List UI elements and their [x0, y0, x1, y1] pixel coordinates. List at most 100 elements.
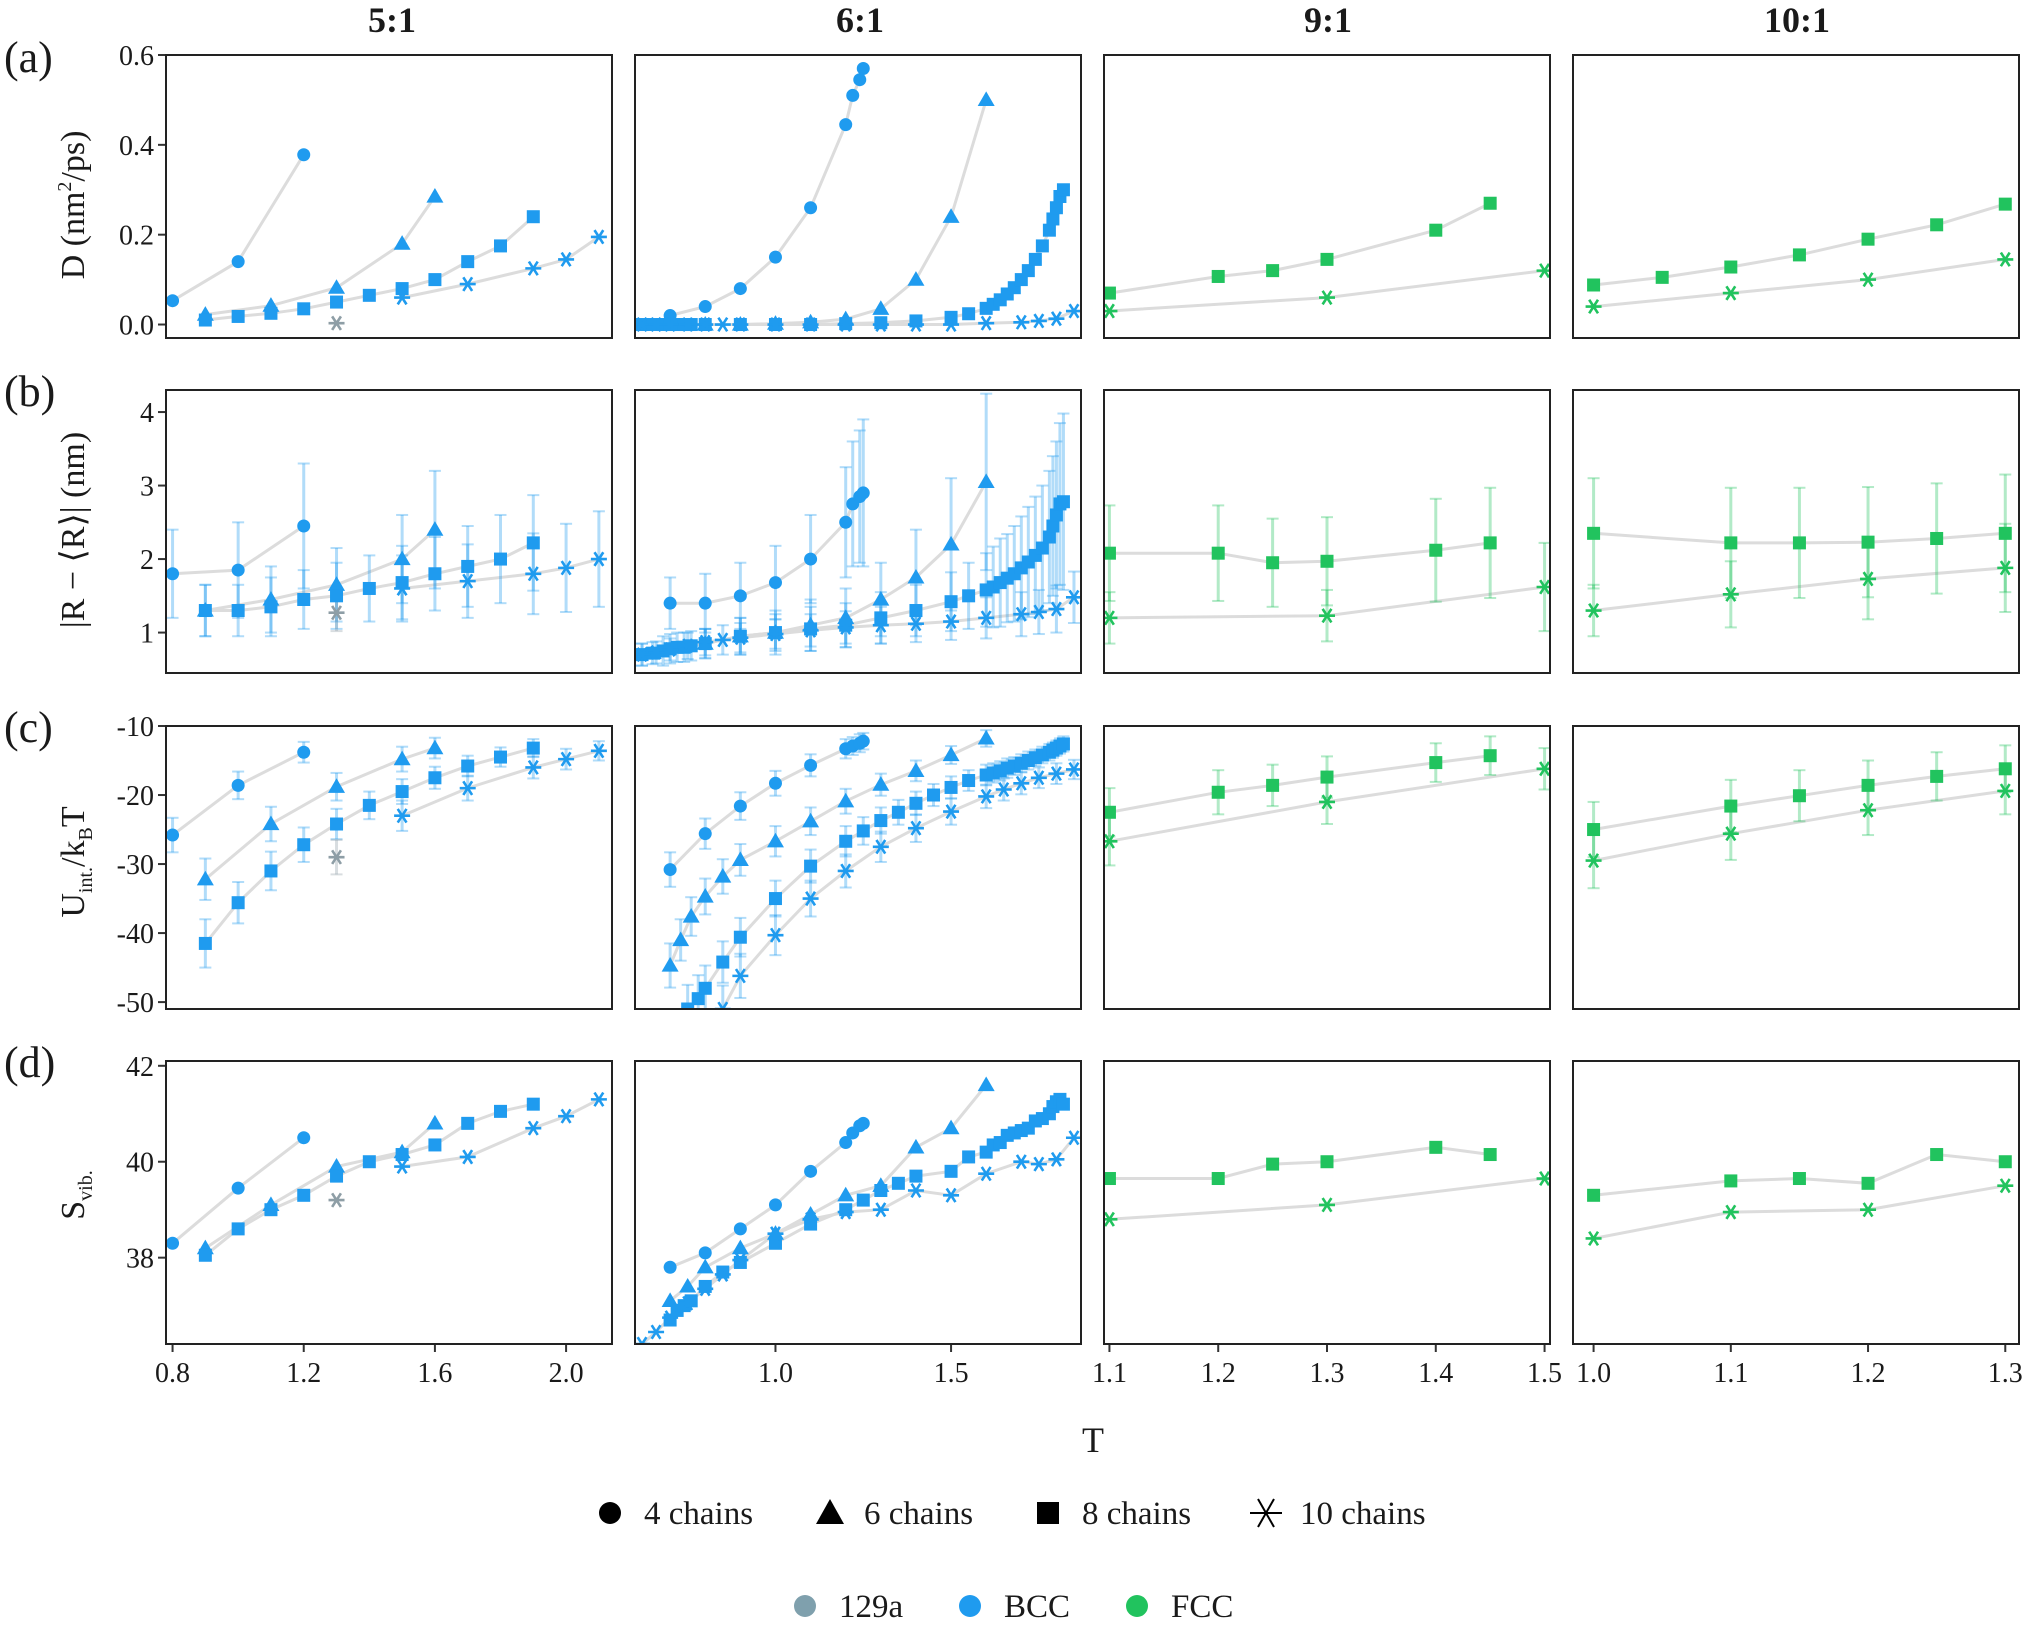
data-point-8-chains — [1724, 260, 1738, 274]
column-title-5-1: 5:1 — [368, 0, 416, 40]
data-point-8-chains — [1724, 1174, 1738, 1188]
data-point-10-chains — [943, 804, 960, 820]
data-point-8-chains — [1042, 530, 1056, 544]
data-point-8-chains — [1930, 218, 1944, 232]
data-point-8-chains — [768, 892, 782, 906]
panel-frame — [165, 1060, 613, 1345]
panel-d-col-4 — [1572, 1060, 2020, 1345]
panel-a-col-3 — [1103, 54, 1551, 339]
data-point-10-chains — [872, 617, 889, 633]
data-point-8-chains — [681, 1002, 695, 1009]
data-point-10-chains — [1319, 794, 1335, 810]
data-point-10-chains — [802, 317, 819, 333]
y-tick-label: -20 — [117, 781, 154, 812]
data-point-10-chains — [767, 626, 784, 642]
data-point-8-chains — [1861, 232, 1875, 246]
data-point-10-chains — [1030, 770, 1047, 786]
data-point-8-chains — [962, 774, 976, 788]
data-point-8-chains — [1104, 286, 1116, 300]
data-point-10-chains — [697, 317, 714, 333]
panel-c-col-3 — [1103, 725, 1551, 1010]
x-axis-col-3: 1.1 1.2 1.3 1.4 1.5 — [1092, 1344, 1562, 1389]
y-axis-title-c: Uint./kBT — [55, 806, 97, 917]
panel-plot-area — [166, 462, 607, 638]
data-point-8-chains — [362, 581, 376, 595]
data-point-10-chains — [872, 1202, 889, 1218]
data-point-6-chains — [872, 300, 890, 315]
y-axis-title-b: |R − ⟨R⟩| (nm) — [55, 432, 92, 628]
panel-b-col-2 — [634, 389, 1082, 674]
data-point-8-chains — [1483, 536, 1497, 550]
data-point-8-chains — [428, 1138, 442, 1152]
data-point-8-chains — [526, 741, 540, 755]
data-point-8-chains — [1930, 531, 1944, 545]
series-line-4-chains — [670, 491, 865, 605]
data-point-10-chains — [714, 632, 731, 648]
y-axis-b: 1 2 3 4 — [140, 398, 166, 650]
data-point-8-chains — [461, 1116, 475, 1130]
row-tag-c: (c) — [4, 703, 53, 752]
data-point-6-chains — [907, 271, 925, 286]
y-axis-title-a: D (nm2/ps) — [54, 131, 92, 280]
data-point-10-chains — [679, 317, 696, 333]
y-tick-label: -10 — [117, 712, 154, 743]
data-point-8-chains — [526, 1097, 540, 1111]
data-point-6-chains — [977, 91, 995, 107]
data-point-10-chains — [732, 317, 749, 333]
data-point-6-chains — [872, 590, 890, 606]
y-tick-label: -40 — [117, 919, 154, 950]
data-point-8-chains — [494, 750, 507, 764]
data-point-8-chains — [944, 780, 958, 794]
data-point-4-chains — [733, 589, 747, 603]
data-point-6-chains — [802, 1205, 820, 1221]
data-point-10-chains — [1319, 1197, 1335, 1213]
data-point-8-chains — [330, 589, 344, 603]
data-point-10-chains — [767, 1226, 784, 1242]
data-point-8-chains — [362, 288, 376, 302]
data-point-6-chains — [766, 832, 784, 848]
data-point-8-chains — [1429, 1140, 1443, 1154]
data-point-8-chains — [494, 239, 507, 253]
panel-plot-area — [1585, 197, 2014, 315]
panel-plot-area — [1104, 486, 1550, 645]
data-point-8-chains — [1320, 1155, 1334, 1169]
series-line-8-chains — [1593, 767, 2006, 831]
data-point-10-chains — [1048, 311, 1065, 327]
data-point-8-chains — [1587, 1188, 1601, 1202]
data-point-10-chains — [459, 1149, 476, 1165]
data-point-10-chains — [1585, 603, 1602, 619]
panel-plot-area — [635, 1076, 1081, 1344]
column-title-6-1: 6:1 — [836, 0, 884, 40]
data-point-8-chains — [1211, 1172, 1225, 1186]
data-point-4-chains — [663, 863, 677, 877]
panel-plot-area — [166, 1091, 607, 1262]
series-line-4-chains — [171, 153, 305, 302]
series-line-4-chains — [669, 1122, 865, 1269]
panel-plot-area — [1104, 1140, 1550, 1227]
panel-frame — [1572, 1060, 2020, 1345]
data-point-4-chains — [231, 255, 245, 269]
data-point-10-chains — [1860, 571, 1877, 587]
data-point-10-chains — [525, 260, 542, 276]
data-point-10-chains — [978, 788, 995, 804]
data-point-8-chains — [395, 282, 409, 296]
panel-frame — [634, 389, 1082, 674]
panel-plot-area — [661, 729, 1081, 1009]
series-line-10-chains — [1593, 789, 2006, 863]
data-point-8-chains — [1049, 508, 1063, 522]
data-point-8-chains — [461, 559, 475, 573]
data-point-8-chains — [1049, 201, 1063, 215]
data-point-4-chains — [846, 88, 860, 102]
data-point-4-chains — [733, 1222, 747, 1236]
data-point-4-chains — [839, 118, 853, 132]
data-point-8-chains — [198, 1248, 212, 1262]
y-tick-label: 0.6 — [119, 41, 154, 72]
data-point-8-chains — [461, 759, 475, 773]
data-point-10-chains — [1860, 272, 1877, 288]
data-point-8-chains — [395, 1148, 409, 1162]
data-point-6-chains — [682, 908, 700, 923]
x-tick-label: 1.6 — [417, 1358, 452, 1389]
data-point-10-chains — [1013, 1154, 1030, 1170]
data-point-10-chains — [525, 1120, 542, 1136]
data-point-10-chains — [837, 1204, 854, 1220]
